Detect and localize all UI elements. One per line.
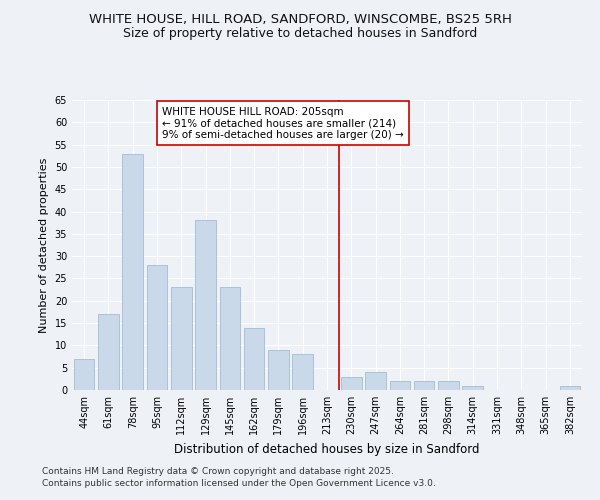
Bar [438,381,459,390]
Bar [560,386,580,390]
Bar [365,372,386,390]
Bar [74,359,94,390]
Text: WHITE HOUSE, HILL ROAD, SANDFORD, WINSCOMBE, BS25 5RH: WHITE HOUSE, HILL ROAD, SANDFORD, WINSCO… [89,12,511,26]
Bar [220,288,240,390]
Bar [146,265,167,390]
Text: Contains HM Land Registry data © Crown copyright and database right 2025.
Contai: Contains HM Land Registry data © Crown c… [42,466,436,487]
Y-axis label: Number of detached properties: Number of detached properties [39,158,49,332]
Bar [292,354,313,390]
Text: WHITE HOUSE HILL ROAD: 205sqm
← 91% of detached houses are smaller (214)
9% of s: WHITE HOUSE HILL ROAD: 205sqm ← 91% of d… [162,106,404,140]
Bar [268,350,289,390]
Bar [389,381,410,390]
Bar [122,154,143,390]
Bar [171,288,191,390]
Bar [463,386,483,390]
Bar [98,314,119,390]
Bar [195,220,216,390]
Bar [341,376,362,390]
Bar [414,381,434,390]
Text: Size of property relative to detached houses in Sandford: Size of property relative to detached ho… [123,28,477,40]
Bar [244,328,265,390]
X-axis label: Distribution of detached houses by size in Sandford: Distribution of detached houses by size … [174,442,480,456]
